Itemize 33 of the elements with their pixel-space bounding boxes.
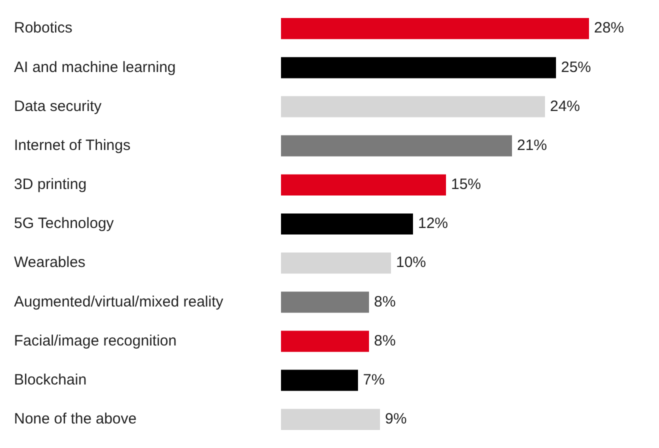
data-label: 8%	[374, 293, 396, 310]
y-tick-label: Augmented/virtual/mixed reality	[14, 293, 224, 310]
data-label: 28%	[594, 20, 624, 37]
y-tick-label: Internet of Things	[14, 136, 130, 154]
y-tick-label: Robotics	[14, 20, 72, 37]
data-label: 15%	[451, 176, 482, 194]
bar	[281, 135, 512, 156]
bar	[281, 213, 413, 235]
y-tick-label: Wearables	[14, 254, 86, 272]
data-label: 9%	[385, 410, 407, 428]
bar	[281, 252, 391, 274]
bar	[281, 18, 589, 40]
y-tick-label: 5G Technology	[14, 215, 114, 232]
y-tick-label: Data security	[14, 98, 102, 115]
data-label: 24%	[550, 98, 580, 115]
y-tick-label: None of the above	[14, 410, 137, 428]
y-tick-label: Facial/image recognition	[14, 332, 177, 350]
data-label: 7%	[363, 372, 385, 389]
y-tick-label: 3D printing	[14, 176, 87, 194]
bar	[281, 330, 369, 352]
data-label: 8%	[374, 332, 396, 350]
bar	[281, 370, 358, 391]
bar	[281, 292, 369, 313]
bar	[281, 57, 556, 78]
bar	[281, 174, 446, 196]
data-label: 12%	[418, 215, 448, 232]
data-label: 21%	[517, 136, 548, 154]
bar	[281, 408, 380, 430]
y-tick-label: AI and machine learning	[14, 58, 176, 76]
bar	[281, 96, 545, 118]
data-label: 10%	[396, 254, 426, 272]
y-tick-label: Blockchain	[14, 372, 87, 389]
data-label: 25%	[561, 58, 592, 76]
